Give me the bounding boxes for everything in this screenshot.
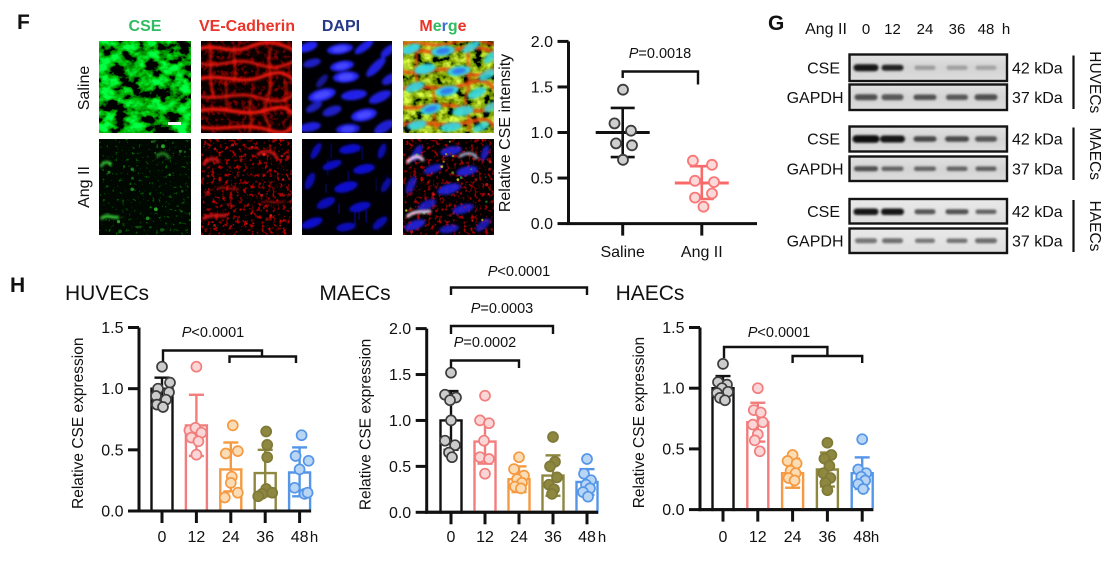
svg-text:P<0.0001: P<0.0001 [488, 264, 551, 280]
svg-text:1.5: 1.5 [101, 320, 123, 337]
svg-text:24: 24 [510, 529, 528, 546]
svg-text:1.0: 1.0 [531, 125, 553, 142]
svg-text:12: 12 [476, 529, 494, 546]
svg-text:1.0: 1.0 [389, 413, 411, 430]
svg-text:P=0.0002: P=0.0002 [454, 335, 517, 351]
svg-text:0.5: 0.5 [101, 442, 123, 459]
svg-text:P=0.0003: P=0.0003 [471, 301, 534, 317]
svg-text:0.5: 0.5 [662, 441, 684, 458]
svg-text:P<0.0001: P<0.0001 [182, 325, 245, 341]
svg-text:1.0: 1.0 [101, 381, 123, 398]
svg-text:Relative CSE expression: Relative CSE expression [631, 337, 648, 508]
svg-text:HAECs: HAECs [1086, 201, 1103, 252]
svg-text:48: 48 [578, 529, 596, 546]
svg-text:0: 0 [447, 529, 456, 546]
svg-text:48: 48 [978, 21, 995, 38]
svg-text:0.0: 0.0 [389, 505, 411, 522]
svg-text:HAECs: HAECs [616, 282, 685, 305]
svg-text:P=0.0018: P=0.0018 [629, 46, 692, 62]
svg-text:2.0: 2.0 [389, 321, 411, 338]
svg-text:1.5: 1.5 [531, 79, 553, 96]
svg-text:0.0: 0.0 [101, 504, 123, 521]
svg-text:1.5: 1.5 [662, 320, 684, 337]
svg-text:37 kDa: 37 kDa [1012, 233, 1063, 250]
svg-text:Saline: Saline [76, 66, 93, 111]
svg-text:Ang II: Ang II [681, 244, 723, 261]
svg-text:GAPDH: GAPDH [787, 233, 844, 250]
svg-text:h: h [310, 529, 318, 546]
svg-text:36: 36 [819, 529, 837, 546]
svg-text:HUVECs: HUVECs [1086, 51, 1103, 113]
svg-text:36: 36 [949, 21, 966, 38]
svg-text:CSE: CSE [807, 204, 840, 221]
svg-text:0: 0 [158, 529, 167, 546]
svg-text:1.5: 1.5 [389, 367, 411, 384]
svg-text:CSE: CSE [807, 132, 840, 149]
svg-text:24: 24 [222, 529, 240, 546]
svg-text:1.0: 1.0 [662, 381, 684, 398]
svg-text:48: 48 [291, 529, 309, 546]
svg-text:0.5: 0.5 [531, 171, 553, 188]
svg-text:12: 12 [884, 21, 901, 38]
svg-text:0.0: 0.0 [531, 216, 553, 233]
svg-text:HUVECs: HUVECs [65, 282, 149, 305]
svg-text:0: 0 [719, 529, 728, 546]
svg-text:Saline: Saline [600, 244, 645, 261]
svg-text:Relative CSE expression: Relative CSE expression [70, 338, 87, 509]
svg-text:Ang II: Ang II [805, 21, 847, 38]
svg-text:CSE: CSE [129, 18, 162, 35]
svg-text:P<0.0001: P<0.0001 [748, 325, 811, 341]
svg-text:DAPI: DAPI [322, 18, 360, 35]
svg-text:Merge: Merge [419, 18, 466, 35]
svg-text:0.5: 0.5 [389, 459, 411, 476]
svg-text:h: h [598, 529, 606, 546]
svg-text:48: 48 [853, 529, 871, 546]
svg-text:G: G [768, 12, 784, 35]
svg-text:H: H [10, 274, 25, 297]
svg-text:24: 24 [917, 21, 934, 38]
svg-text:GAPDH: GAPDH [787, 161, 844, 178]
svg-text:Ang II: Ang II [76, 166, 93, 208]
svg-text:12: 12 [749, 529, 767, 546]
svg-text:24: 24 [784, 529, 802, 546]
svg-text:42 kDa: 42 kDa [1012, 132, 1063, 149]
svg-text:12: 12 [188, 529, 206, 546]
svg-text:VE-Cadherin: VE-Cadherin [199, 18, 295, 35]
svg-text:MAECs: MAECs [1086, 127, 1103, 180]
svg-text:0.0: 0.0 [662, 502, 684, 519]
svg-text:2.0: 2.0 [531, 34, 553, 51]
svg-text:42 kDa: 42 kDa [1012, 60, 1063, 77]
svg-text:37 kDa: 37 kDa [1012, 161, 1063, 178]
svg-text:h: h [1002, 21, 1010, 38]
svg-text:36: 36 [544, 529, 562, 546]
svg-text:37 kDa: 37 kDa [1012, 90, 1063, 107]
svg-text:CSE: CSE [807, 60, 840, 77]
svg-text:Relative CSE intensity: Relative CSE intensity [497, 54, 514, 212]
svg-text:h: h [871, 529, 879, 546]
svg-text:Relative CSE expression: Relative CSE expression [358, 339, 375, 510]
svg-text:36: 36 [256, 529, 274, 546]
svg-text:MAECs: MAECs [319, 282, 390, 305]
svg-text:42 kDa: 42 kDa [1012, 204, 1063, 221]
svg-text:GAPDH: GAPDH [787, 90, 844, 107]
svg-text:0: 0 [862, 21, 870, 38]
svg-text:F: F [17, 11, 30, 34]
